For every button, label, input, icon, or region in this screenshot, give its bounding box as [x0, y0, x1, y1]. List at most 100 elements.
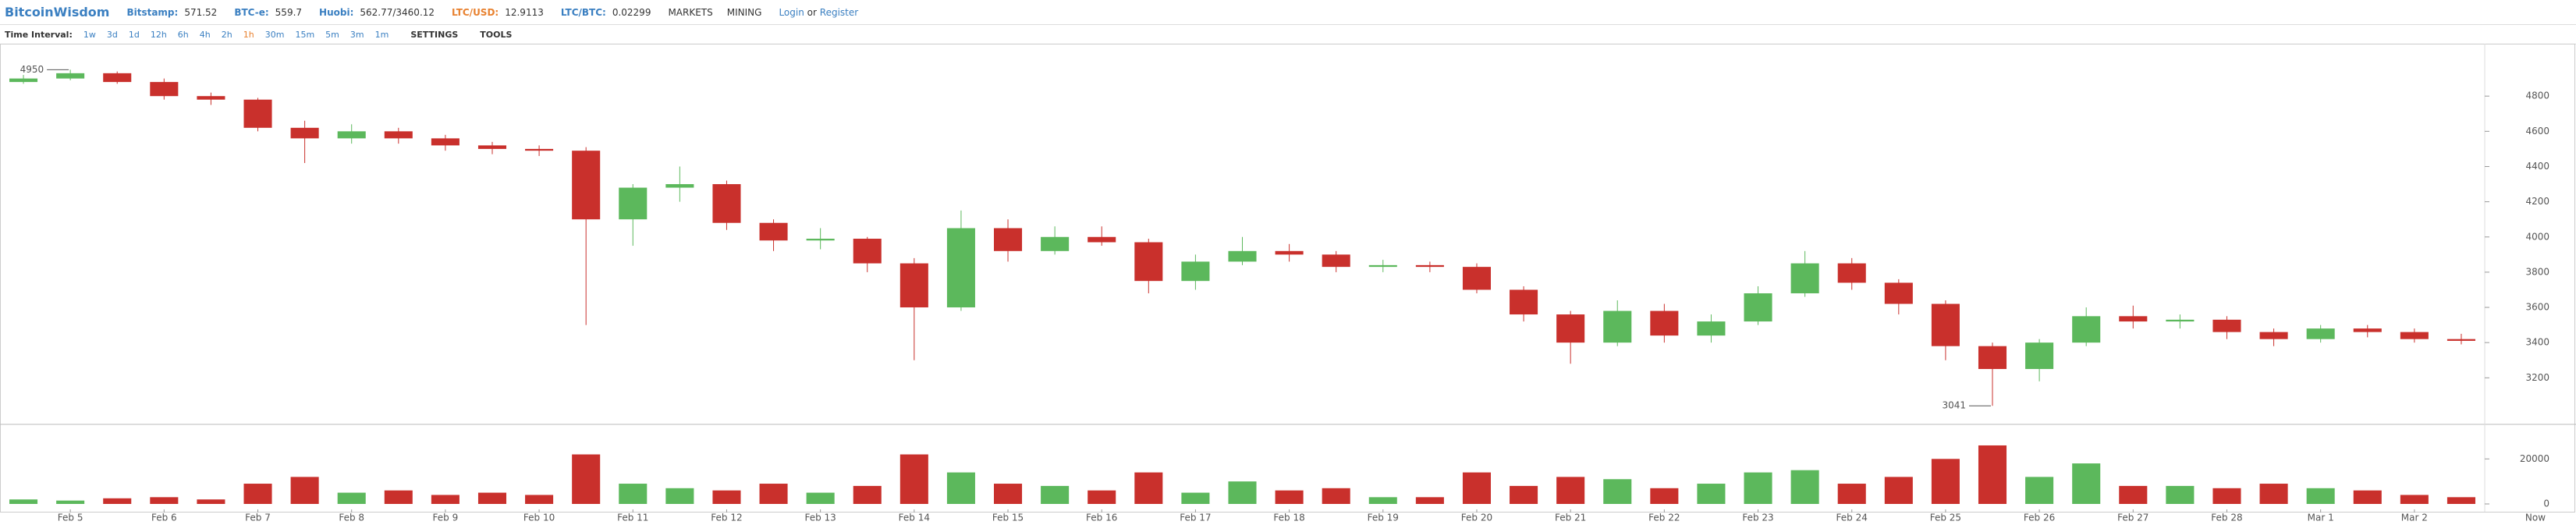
candle-body [2072, 316, 2101, 343]
candle-body [853, 239, 882, 264]
candle-body [2353, 328, 2382, 332]
ticker-name: LTC/BTC: [560, 6, 606, 18]
interval-button[interactable]: 4h [199, 30, 211, 40]
x-tick-label: Feb 13 [804, 513, 836, 523]
volume-bar [759, 484, 788, 504]
interval-button[interactable]: 15m [295, 30, 315, 40]
volume-bar [1790, 470, 1819, 504]
candle-body [9, 78, 38, 83]
volume-bar [525, 495, 554, 504]
x-tick-label: Mar 1 [2308, 513, 2334, 523]
candle-body [1931, 303, 1960, 346]
min-label: 3041 [1942, 400, 1966, 411]
volume-bar [1744, 472, 1772, 504]
candle-body [337, 131, 366, 139]
volume-bar [2166, 485, 2195, 504]
interval-button[interactable]: 6h [177, 30, 189, 40]
x-tick-label: Feb 5 [58, 513, 83, 523]
y-tick-label: 4800 [2525, 90, 2549, 101]
volume-bar [337, 492, 366, 504]
x-tick-label: Feb 6 [151, 513, 177, 523]
volume-bar [619, 484, 648, 504]
candle-body [1884, 282, 1913, 304]
candle-body [525, 148, 554, 151]
volume-bar [946, 472, 975, 504]
volume-bar [1884, 477, 1913, 504]
register-link[interactable]: Register [819, 6, 859, 18]
ticker: Bitstamp: 571.52 [126, 7, 217, 18]
x-tick-label: Feb 9 [433, 513, 459, 523]
interval-button[interactable]: 1h [243, 30, 254, 40]
volume-bar [1931, 459, 1960, 504]
volume-bar [103, 498, 132, 504]
interval-button[interactable]: 12h [150, 30, 167, 40]
candle-body [477, 145, 507, 149]
ticker-value: 559.7 [275, 6, 303, 18]
candle-body [150, 82, 179, 97]
volume-bar [2306, 488, 2335, 504]
interval-button[interactable]: 3d [106, 30, 118, 40]
interval-button[interactable]: 1m [374, 30, 389, 40]
volume-bar [56, 500, 85, 504]
toolbar-menu[interactable]: TOOLS [480, 30, 513, 40]
volume-bar [994, 484, 1023, 504]
candle-body [103, 73, 132, 83]
volume-bar [243, 484, 272, 504]
interval-button[interactable]: 1w [83, 30, 96, 40]
interval-button[interactable]: 2h [221, 30, 232, 40]
candle-body [2166, 319, 2195, 322]
x-tick-label: Feb 22 [1648, 513, 1680, 523]
volume-bar [1275, 490, 1304, 504]
menu[interactable]: MINING [726, 6, 762, 18]
x-tick-label: Feb 19 [1368, 513, 1399, 523]
x-tick-label: Feb 7 [245, 513, 271, 523]
candle-body [431, 138, 459, 146]
candle-body [1510, 289, 1538, 315]
volume-bar [1978, 445, 2007, 504]
volume-bar [1181, 492, 1210, 504]
volume-bar [477, 492, 507, 504]
y-tick-label: 3800 [2525, 266, 2549, 277]
menu[interactable]: MARKETS [668, 6, 713, 18]
volume-bar [2119, 485, 2148, 504]
ticker-name: Bitstamp: [126, 6, 179, 18]
candle-body [1415, 264, 1444, 268]
candle-body [1697, 321, 1726, 336]
x-tick-label: Mar 2 [2401, 513, 2428, 523]
interval-button[interactable]: 1d [128, 30, 140, 40]
candle-body [759, 222, 788, 241]
volume-bar [2259, 484, 2288, 504]
y-tick-label: 4000 [2525, 231, 2549, 242]
toolbar-menu[interactable]: SETTINGS [410, 30, 459, 40]
candle-body [1556, 314, 1585, 343]
volume-bar [1088, 490, 1116, 504]
login-link[interactable]: Login [779, 6, 804, 18]
x-tick-label: Feb 21 [1555, 513, 1586, 523]
y-tick-label: 4200 [2525, 196, 2549, 207]
interval-button[interactable]: 30m [264, 30, 285, 40]
ticker-name: LTC/USD: [452, 6, 499, 18]
x-tick-label: Feb 8 [339, 513, 364, 523]
x-tick-label: Feb 25 [1930, 513, 1961, 523]
candle-body [197, 96, 225, 100]
volume-bar [1510, 485, 1538, 504]
volume-bar [1134, 472, 1163, 504]
logo[interactable]: BitcoinWisdom [5, 5, 110, 20]
x-tick-label: Feb 15 [992, 513, 1024, 523]
candle-body [899, 263, 928, 308]
x-tick-label: Feb 26 [2024, 513, 2055, 523]
candle-body [1275, 250, 1304, 255]
candle-body [712, 184, 741, 223]
max-label: 4950 [20, 64, 44, 75]
ticker-value: 12.9113 [505, 6, 544, 18]
volume-bar [1650, 488, 1679, 504]
volume-bar [150, 497, 179, 504]
candle-body [1088, 236, 1116, 243]
interval-button[interactable]: 5m [325, 30, 339, 40]
x-tick-label: Feb 27 [2117, 513, 2148, 523]
interval-button[interactable]: 3m [349, 30, 364, 40]
candle-body [2025, 342, 2054, 370]
candle-body [2306, 328, 2335, 339]
x-tick-label: Feb 20 [1461, 513, 1492, 523]
x-tick-label: Feb 11 [617, 513, 648, 523]
